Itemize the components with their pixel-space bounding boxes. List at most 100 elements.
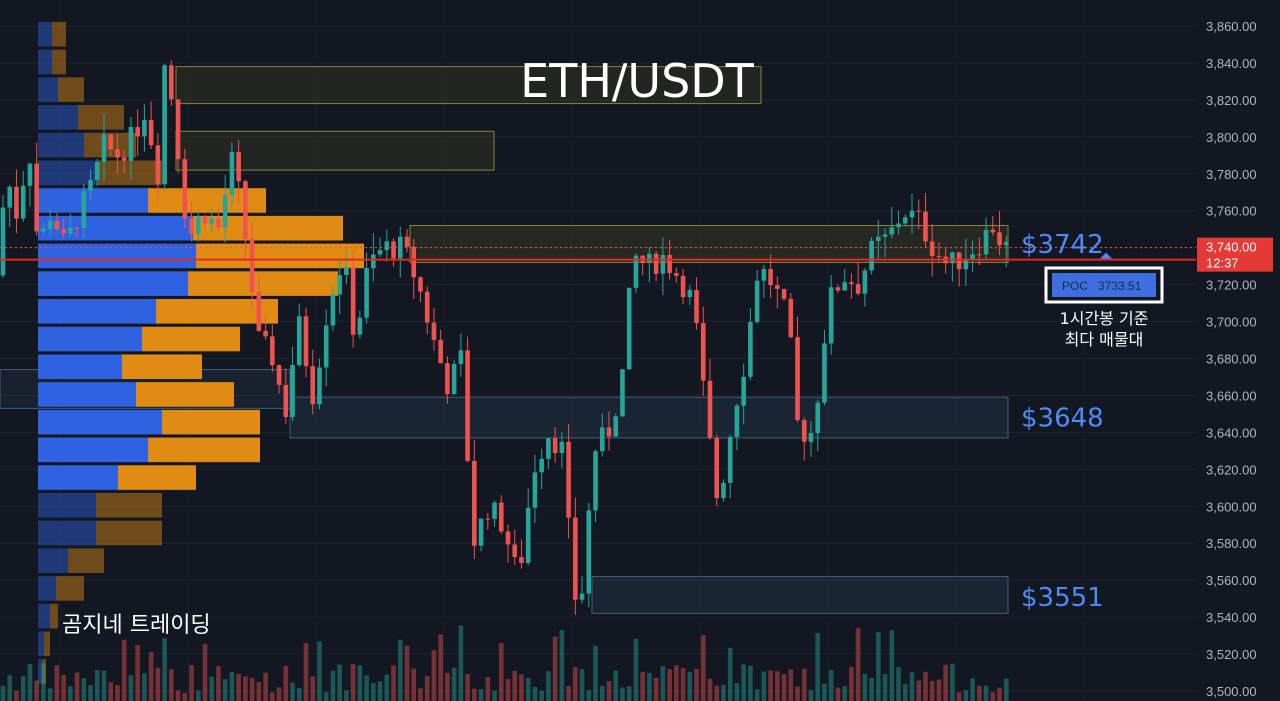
price-tick-label: 3,800.00 — [1206, 130, 1257, 145]
candle-body — [660, 255, 666, 274]
volume-bar — [761, 671, 767, 701]
candle-body — [411, 246, 417, 278]
volume-bar — [990, 692, 996, 701]
volume-bar — [700, 635, 706, 701]
volume-bar — [983, 685, 989, 701]
volume-bar — [189, 665, 194, 701]
volume-bar — [748, 665, 753, 701]
candle-body — [330, 294, 336, 326]
candle-body — [162, 65, 167, 185]
candle-countdown: 12:37 — [1206, 256, 1239, 271]
candle-body — [835, 287, 841, 291]
vp-buy-bar — [38, 215, 193, 241]
price-axis[interactable]: 3,860.00 3,840.00 3,820.00 3,800.00 3,780.00… — [1206, 19, 1257, 699]
volume-bar — [599, 685, 605, 701]
candle-body — [849, 282, 854, 285]
vp-sell-bar — [50, 603, 58, 629]
volume-bar — [822, 683, 827, 701]
vp-buy-bar — [38, 659, 42, 684]
candle-body — [741, 376, 746, 406]
vp-sell-bar — [58, 77, 84, 102]
volume-bar — [525, 678, 531, 701]
level-zones — [0, 225, 1009, 614]
volume-bar — [216, 666, 221, 701]
candle-body — [384, 241, 390, 251]
volume-bar — [653, 677, 659, 701]
volume-bar — [593, 645, 598, 701]
candle-body — [552, 438, 558, 454]
vp-sell-bar — [78, 105, 124, 130]
volume-bar — [586, 690, 592, 701]
candle-body — [465, 350, 470, 461]
candle-body — [472, 460, 477, 546]
candle-body — [519, 557, 524, 563]
volume-bar — [512, 670, 518, 701]
candle-body — [270, 336, 275, 366]
volume-bar — [323, 692, 329, 701]
volume-bar — [101, 670, 107, 701]
candle-body — [290, 364, 295, 418]
candle-body — [795, 337, 800, 421]
candle-body — [902, 217, 908, 224]
candle-body — [983, 229, 989, 255]
price-tick-label: 3,720.00 — [1206, 278, 1257, 293]
candle-body — [189, 218, 194, 234]
price-tick-label: 3,660.00 — [1206, 388, 1257, 403]
candle-body — [276, 365, 282, 385]
volume-bar — [222, 679, 228, 701]
candle-body — [155, 145, 161, 185]
candle-body — [781, 288, 787, 299]
candle-body — [923, 211, 928, 242]
candle-body — [371, 254, 376, 269]
candlesticks — [0, 60, 1009, 615]
candle-body — [707, 380, 713, 438]
volume-bar — [997, 687, 1002, 701]
volume-bar — [296, 688, 302, 701]
volume-bar — [229, 671, 235, 701]
level-label: $3551 — [1021, 583, 1104, 613]
volume-bar — [714, 685, 720, 701]
candle-body — [377, 250, 383, 255]
vp-sell-bar — [68, 548, 104, 573]
candle-body — [7, 186, 13, 208]
volume-bar — [492, 690, 497, 701]
level-labels: $3742 $3648 $3551 — [1021, 230, 1112, 613]
poc-note-line2: 최다 매물대 — [1065, 330, 1144, 349]
volume-bar — [734, 683, 740, 701]
candle-body — [283, 384, 289, 418]
candle-body — [505, 531, 511, 545]
candle-body — [303, 316, 309, 367]
volume-bar — [606, 681, 612, 701]
volume-bar — [418, 688, 423, 701]
candle-body — [687, 289, 693, 298]
volume-bar — [88, 685, 93, 701]
volume-bar — [162, 638, 167, 701]
volume-bar — [142, 673, 147, 701]
volume-bar — [916, 680, 922, 701]
candle-body — [431, 322, 437, 340]
volume-bar — [923, 671, 928, 701]
candle-body — [47, 220, 53, 229]
volume-bar — [371, 682, 376, 701]
vp-sell-bar — [193, 215, 343, 241]
candle-body — [916, 210, 922, 212]
candle-body — [599, 427, 605, 452]
volume-bar — [936, 679, 942, 701]
level-label: $3648 — [1021, 404, 1104, 434]
volume-bar — [14, 690, 19, 701]
chart-title: ETH/USDT — [520, 54, 755, 108]
volume-bar — [613, 670, 619, 701]
volume-bar — [566, 686, 571, 701]
volume-bar — [34, 680, 39, 701]
candle-body — [391, 241, 396, 259]
candle-body — [323, 325, 329, 368]
volume-bar — [344, 690, 349, 701]
volume-bar — [54, 665, 60, 701]
vp-sell-bar — [52, 49, 66, 75]
candle-body — [613, 416, 619, 437]
volume-bar — [303, 643, 309, 701]
volume-bar — [115, 684, 120, 701]
price-tick-label: 3,860.00 — [1206, 19, 1257, 34]
poc-value: 3733.51 — [1098, 279, 1142, 293]
poc-box: POC 3733.51 — [1044, 266, 1164, 304]
